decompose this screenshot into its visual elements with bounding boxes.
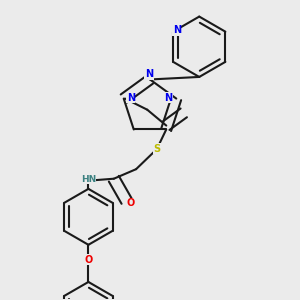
Text: N: N (173, 25, 181, 35)
Text: N: N (164, 93, 172, 103)
Text: N: N (145, 69, 153, 80)
Text: N: N (127, 93, 135, 103)
Text: O: O (127, 199, 135, 208)
Text: S: S (153, 143, 160, 154)
Text: O: O (84, 255, 92, 265)
Text: HN: HN (81, 175, 96, 184)
